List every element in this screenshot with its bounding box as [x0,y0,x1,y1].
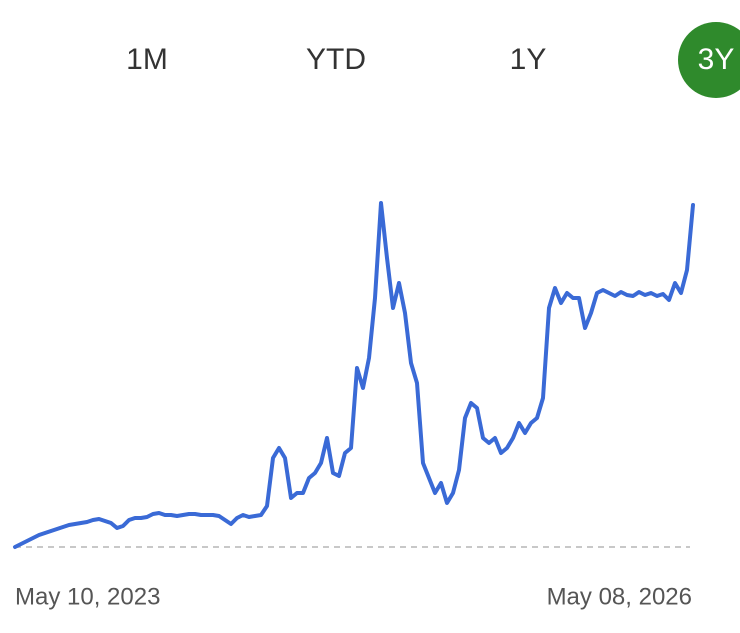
x-tick-label: May 08, 2026 [547,583,692,610]
tab-label[interactable]: 1M [126,43,168,76]
range-tab[interactable]: 1M [126,43,168,76]
tab-label[interactable]: 1Y [510,43,547,76]
tab-label[interactable]: 3Y [698,43,735,76]
range-tab[interactable]: YTD [306,43,366,76]
price-line [13,201,695,549]
range-tab[interactable]: 3Y [678,22,740,98]
range-tabs: 1M YTD 1Y 3Y [126,22,740,98]
chart: May 10, 2023 May 08, 2026 [13,201,695,610]
x-tick-label: May 10, 2023 [15,583,160,610]
range-tab[interactable]: 1Y [510,43,547,76]
tab-label[interactable]: YTD [306,43,366,76]
active-tab-bg [678,22,740,98]
